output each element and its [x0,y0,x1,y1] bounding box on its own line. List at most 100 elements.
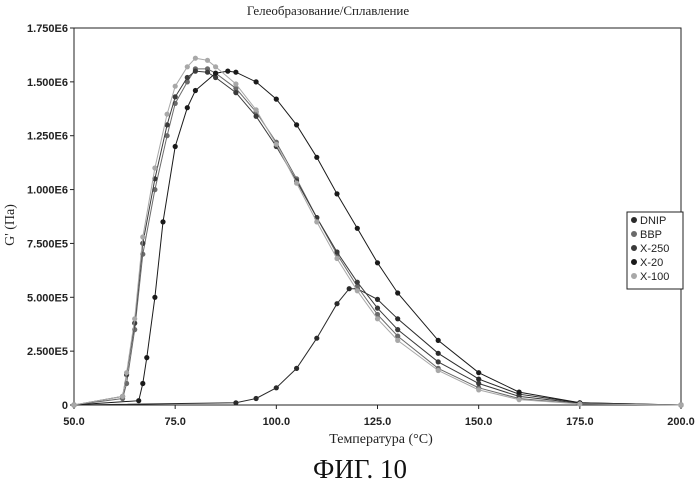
data-point [395,337,401,343]
data-point [435,367,441,374]
data-point [233,85,239,91]
data-point [204,57,211,63]
data-point [152,165,158,171]
x-axis: 50.0 75.0 100.0 125.0 150.0 175.0 200.0 [63,405,695,428]
y-tick-label: 7.500E5 [27,238,68,250]
data-point [140,380,146,387]
data-point [435,359,441,365]
data-point [152,294,158,300]
data-point [314,219,320,225]
data-point [184,74,190,81]
x-tick-label: 125.0 [364,416,392,428]
data-point [374,305,381,311]
series-line [73,70,682,406]
data-point [253,395,259,402]
data-point [172,83,178,89]
legend-label: DNIP [640,215,666,227]
data-point [233,400,239,406]
data-point [213,70,219,76]
data-point [294,365,300,371]
y-tick-label: 1.500E6 [27,77,68,89]
data-point [334,301,340,307]
data-point [354,279,360,285]
figure-caption: ФИГ. 10 [313,454,407,484]
plot-frame [73,27,682,406]
data-point [476,370,482,376]
chart-title: Гелеобразование/Сплавление [247,3,410,18]
data-point [172,94,178,100]
legend-marker [631,245,637,251]
legend: DNIP BBP X-250 X-20 X-100 [626,211,684,290]
data-point [435,337,441,343]
data-point [516,389,522,395]
data-point [476,376,482,382]
data-point [213,74,219,81]
data-point [71,402,77,408]
data-point [233,69,239,75]
data-point [476,387,482,393]
data-point [435,350,441,356]
data-point [678,402,684,408]
data-point [395,290,401,296]
data-point [395,327,401,333]
series-line [73,57,682,406]
data-point [172,143,178,150]
data-point [577,401,583,407]
data-point [395,333,401,339]
data-point [192,68,198,74]
data-point [144,355,150,361]
y-tick-label: 2.500E5 [27,346,68,358]
legend-label: X-20 [640,257,663,269]
data-point [184,64,190,70]
legend-marker [631,231,637,237]
x-tick-label: 200.0 [667,416,695,428]
legend-marker [631,273,637,279]
data-point [120,393,126,399]
data-point [294,122,300,128]
data-point [314,154,320,160]
y-axis: 0 2.500E5 5.000E5 7.500E5 1.000E6 1.250E6 1.50… [27,23,74,412]
data-point [516,397,522,403]
data-point [476,380,482,387]
x-tick-label: 75.0 [164,416,185,428]
series-bbp [71,66,684,408]
legend-marker [631,259,637,265]
data-point [233,90,239,96]
data-point [334,249,340,255]
data-point [184,105,190,111]
data-point [374,260,381,266]
series-dnip [71,286,684,408]
data-point [273,141,279,147]
x-tick-label: 175.0 [566,416,594,428]
data-point [164,122,170,128]
y-tick-label: 1.250E6 [27,131,68,143]
data-point [204,69,211,75]
x-axis-label: Температура (°C) [329,432,433,447]
legend-marker [631,217,637,223]
data-point [374,311,381,318]
data-point [132,316,138,322]
data-point [164,133,170,139]
legend-label: BBP [640,229,662,241]
data-point [294,180,300,186]
data-point [192,55,198,61]
y-tick-label: 1.000E6 [27,185,68,197]
data-point [140,234,146,240]
data-point [334,255,340,262]
data-point [334,191,340,197]
y-axis-label: G' (Па) [3,204,18,246]
data-point [160,219,166,225]
data-point [314,335,320,341]
data-point [253,113,259,119]
data-point [140,240,146,246]
data-point [395,316,401,322]
y-tick-label: 5.000E5 [27,292,68,304]
series-x-250 [71,68,684,408]
legend-label: X-250 [640,243,669,255]
data-point [253,107,259,113]
series-line [73,68,682,406]
plot-area [73,27,682,406]
data-point [225,68,231,74]
y-tick-label: 1.750E6 [27,23,68,35]
